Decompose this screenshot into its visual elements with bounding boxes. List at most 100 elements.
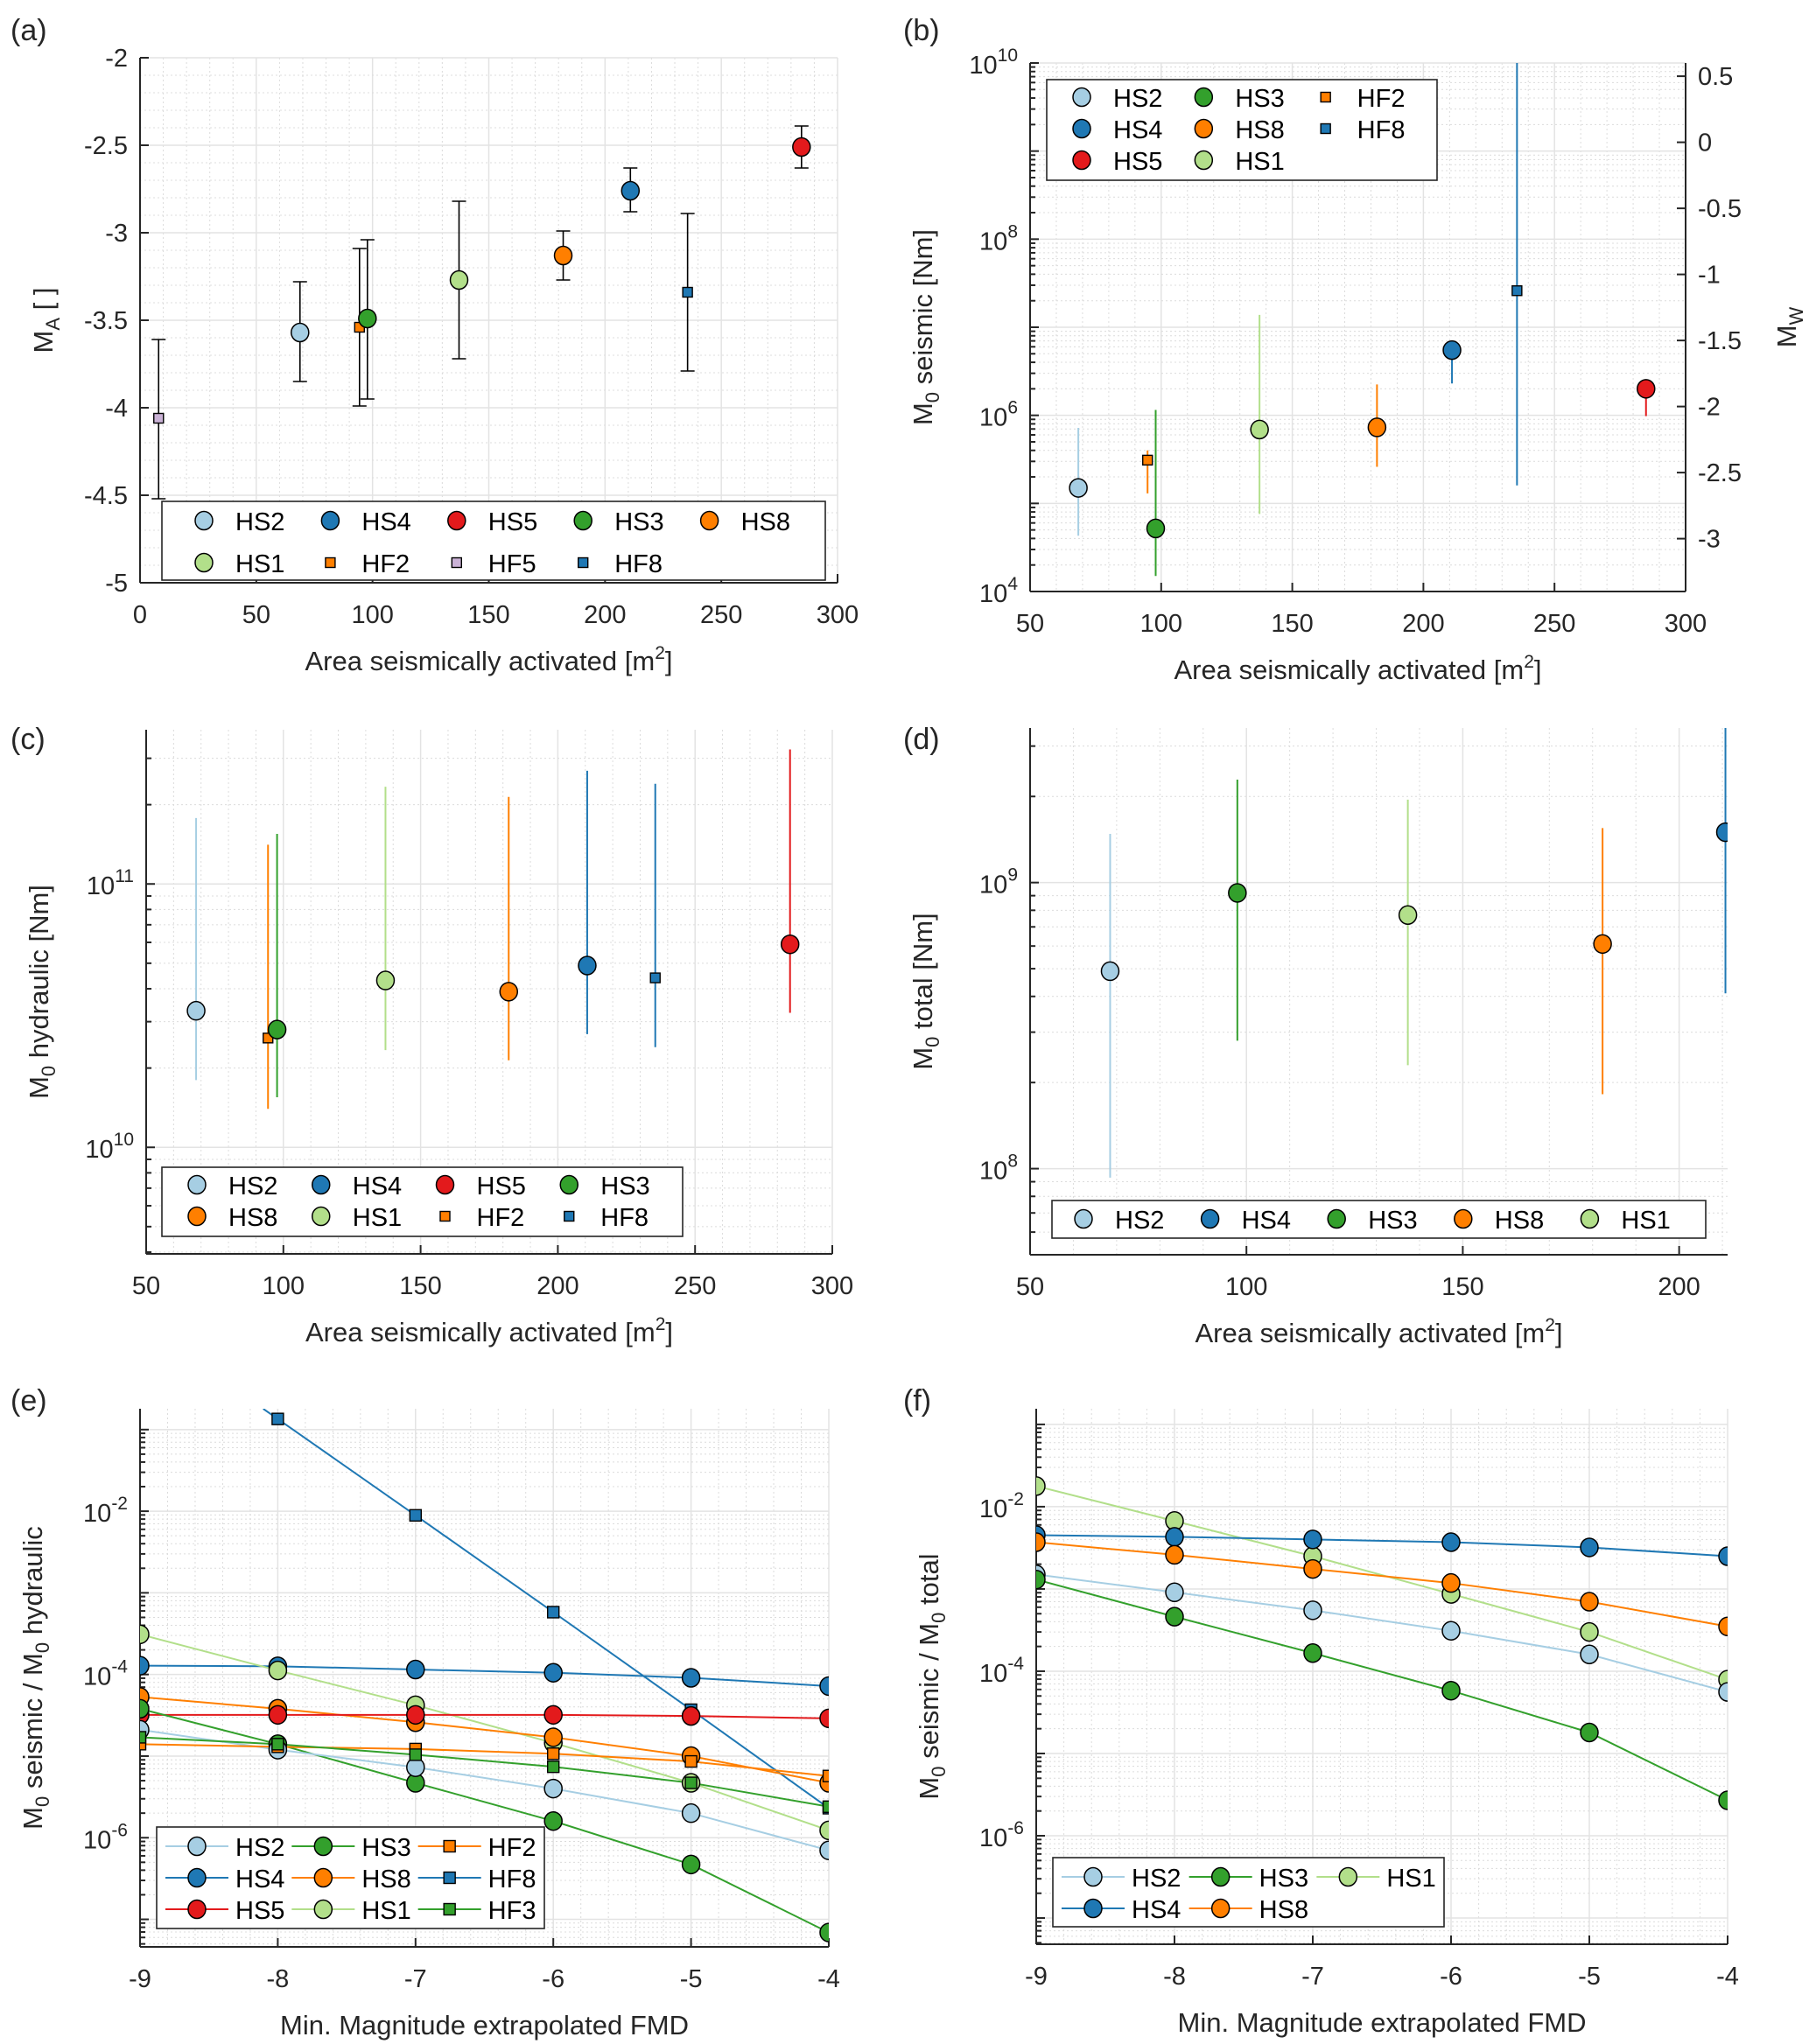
legend-item-hs8[interactable]: HS8 — [1454, 1207, 1544, 1235]
legend-item-hs8[interactable]: HS8 — [699, 508, 790, 536]
point-hs3 — [681, 1854, 701, 1875]
x-tick-label: -5 — [680, 1965, 703, 1993]
legend-item-hs1[interactable]: HS1 — [1194, 148, 1285, 176]
legend-item-hf8[interactable]: HF8 — [1320, 116, 1405, 144]
legend-item-hs4[interactable]: HS4 — [320, 508, 411, 536]
legend[interactable]: HS2 HS4 HS5 HS3 HS8 HS1 HF2 HF8 HF3 — [156, 1826, 545, 1929]
legend-marker-hs1 — [1338, 1866, 1358, 1887]
legend-item-hs3[interactable]: HS3 — [1194, 85, 1285, 113]
legend-item-hs2[interactable]: HS2 — [1062, 1865, 1181, 1893]
legend-label: HS5 — [235, 1897, 284, 1925]
legend-item-hs1[interactable]: HS1 — [1316, 1865, 1436, 1893]
legend-item-hf2[interactable]: HF2 — [1320, 85, 1406, 113]
legend-item-hs4[interactable]: HS4 — [165, 1866, 284, 1894]
point-hs8 — [1441, 1572, 1461, 1593]
legend-label: HS2 — [1115, 1207, 1164, 1235]
line-hs4 — [1036, 1534, 1728, 1558]
legend-item-hs8[interactable]: HS8 — [1194, 116, 1285, 144]
legend-label: HS8 — [228, 1204, 277, 1232]
right-y-tick-label: -1 — [1698, 262, 1721, 290]
y-tick-label: 106 — [979, 398, 1018, 432]
legend-item-hs1[interactable]: HS1 — [291, 1897, 411, 1925]
y-tick-label: 1010 — [85, 1130, 134, 1164]
legend-item-hs1[interactable]: HS1 — [194, 550, 284, 578]
legend-item-hf2[interactable]: HF2 — [439, 1204, 524, 1232]
y-tick-label: 109 — [979, 865, 1018, 900]
legend-marker-hs4 — [320, 510, 340, 531]
point-hf8 — [409, 1508, 422, 1522]
plot-area — [151, 125, 811, 500]
legend-item-hs5[interactable]: HS5 — [447, 508, 537, 536]
legend-label: HF8 — [600, 1204, 649, 1232]
legend-item-hf5[interactable]: HF5 — [451, 550, 536, 578]
point-hf3 — [684, 1776, 698, 1789]
x-tick-label: -4 — [817, 1965, 840, 1993]
legend-item-hs2[interactable]: HS2 — [1072, 85, 1162, 113]
legend-item-hs1[interactable]: HS1 — [312, 1204, 402, 1232]
x-tick-label: -6 — [1440, 1963, 1462, 1991]
legend-item-hs4[interactable]: HS4 — [1200, 1207, 1291, 1235]
legend-item-hf2[interactable]: HF2 — [325, 550, 410, 578]
legend-item-hs3[interactable]: HS3 — [1188, 1865, 1308, 1893]
legend-item-hf3[interactable]: HF3 — [417, 1897, 536, 1925]
x-axis-label: Min. Magnitude extrapolated FMD — [280, 2010, 689, 2040]
grid — [1035, 1409, 1728, 1944]
legend-item-hs2[interactable]: HS2 — [1074, 1207, 1164, 1235]
legend-item-hs5[interactable]: HS5 — [1072, 148, 1162, 176]
legend-item-hs3[interactable]: HS3 — [573, 508, 664, 536]
legend-item-hs3[interactable]: HS3 — [559, 1172, 650, 1200]
legend-item-hs3[interactable]: HS3 — [291, 1834, 411, 1862]
legend-item-hs2[interactable]: HS2 — [187, 1172, 277, 1200]
legend-marker-hf8 — [564, 1210, 575, 1222]
panel-label: (c) — [11, 723, 46, 756]
legend-label: HS3 — [1368, 1207, 1417, 1235]
legend[interactable]: HS2 HS4 HS3 HS8 HS1 — [1052, 1857, 1445, 1928]
legend-item-hs3[interactable]: HS3 — [1327, 1207, 1418, 1235]
legend-item-hs4[interactable]: HS4 — [1062, 1896, 1181, 1924]
x-tick-label: 250 — [674, 1272, 716, 1300]
legend-item-hs4[interactable]: HS4 — [1072, 116, 1162, 144]
right-y-tick-label: -1.5 — [1698, 327, 1742, 355]
legend-item-hs5[interactable]: HS5 — [435, 1172, 526, 1200]
legend-item-hs8[interactable]: HS8 — [1188, 1896, 1308, 1924]
panel-label: (f) — [903, 1384, 931, 1418]
legend-item-hf2[interactable]: HF2 — [417, 1834, 536, 1862]
panel-e: (e) -9 -8 -7 -6 -5 -4 10-6 10-4 10-2 Min. Magnitud… — [11, 1384, 840, 2040]
point-hs1 — [449, 270, 469, 290]
x-tick-label: 200 — [1658, 1273, 1700, 1301]
point-hf3 — [822, 1800, 829, 1813]
legend-item-hs8[interactable]: HS8 — [291, 1866, 411, 1894]
legend[interactable]: HS2 HS4 HS3 HS8 HS1 — [1051, 1200, 1707, 1239]
legend-item-hs8[interactable]: HS8 — [187, 1204, 277, 1232]
legend-marker-hf2 — [325, 556, 336, 569]
point-hs3 — [1146, 518, 1166, 539]
legend-item-hf8[interactable]: HF8 — [417, 1866, 536, 1894]
point-hs4 — [140, 1656, 150, 1676]
point-hs2 — [1441, 1620, 1461, 1642]
legend-label: HS2 — [1113, 85, 1162, 113]
y-axis-label: M0 seismic / M0 hydraulic — [18, 1526, 53, 1830]
legend-item-hs2[interactable]: HS2 — [194, 508, 284, 536]
legend-item-hs5[interactable]: HS5 — [165, 1897, 284, 1925]
legend-item-hf8[interactable]: HF8 — [578, 550, 663, 578]
x-tick-label: 200 — [536, 1272, 578, 1300]
legend-label: HF2 — [1357, 85, 1406, 113]
legend[interactable]: HS2 HS4 HS5 HS3 HS8 HS1 HF2 HF5 HF8 — [161, 500, 826, 581]
y-tick-label: 1011 — [87, 866, 134, 900]
legend-marker-hs4 — [187, 1867, 207, 1888]
legend[interactable]: HS2 HS4 HS5 HS3 HS8 HS1 HF2 HF8 — [161, 1166, 684, 1237]
legend-marker-hs5 — [447, 510, 466, 531]
legend-marker-hs5 — [187, 1899, 207, 1920]
line-hs2 — [1036, 1573, 1728, 1693]
legend-item-hs4[interactable]: HS4 — [312, 1172, 402, 1200]
y-tick-label: 10-4 — [979, 1654, 1024, 1688]
point-hs4 — [543, 1662, 563, 1683]
legend-item-hs2[interactable]: HS2 — [165, 1834, 284, 1862]
legend-marker-hs4 — [1200, 1208, 1220, 1229]
axes: -9 -8 -7 -6 -5 -4 10-6 10-4 10-2 — [979, 1409, 1739, 1991]
legend-item-hs1[interactable]: HS1 — [1580, 1207, 1671, 1235]
legend[interactable]: HS2 HS4 HS5 HS3 HS8 HS1 HF2 HF8 — [1046, 79, 1438, 181]
legend-label: HS1 — [235, 550, 284, 578]
panel-f: (f) -9 -8 -7 -6 -5 -4 10-6 10-4 10-2 Min. Magnitud… — [903, 1384, 1739, 2038]
legend-item-hf8[interactable]: HF8 — [564, 1204, 649, 1232]
